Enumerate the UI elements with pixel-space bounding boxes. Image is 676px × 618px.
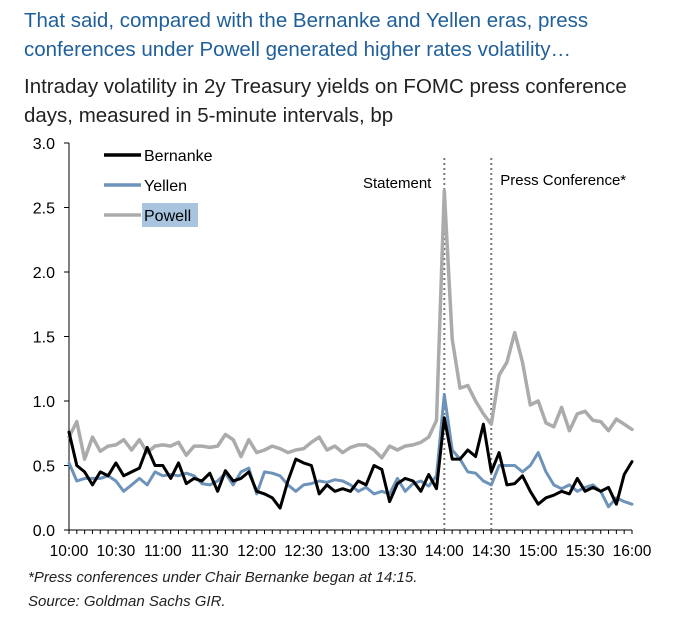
series-line-yellen bbox=[67, 393, 634, 509]
y-tick-label: 3.0 bbox=[33, 136, 55, 153]
series-line-bernanke bbox=[67, 416, 634, 510]
source-note: Source: Goldman Sachs GIR. bbox=[28, 593, 226, 610]
legend-label-yellen: Yellen bbox=[144, 178, 187, 195]
legend-label-powell: Powell bbox=[144, 208, 191, 225]
x-tick-label: 15:30 bbox=[566, 543, 605, 560]
statement-label: Statement bbox=[363, 175, 432, 192]
x-tick-label: 12:30 bbox=[284, 543, 323, 560]
y-tick-label: 0.0 bbox=[33, 523, 55, 540]
footnote: *Press conferences under Chair Bernanke … bbox=[28, 569, 418, 586]
x-tick-label: 14:00 bbox=[425, 543, 464, 560]
x-tick-label: 11:00 bbox=[144, 543, 182, 560]
line-chart: 0.0 0.5 1.0 1.5 2.0 2.5 3.0 10:00 10:30 11:00 11:3… bbox=[33, 136, 652, 560]
x-tick-label: 11:30 bbox=[191, 543, 229, 560]
x-tick-label: 14:30 bbox=[472, 543, 511, 560]
x-tick-label: 16:00 bbox=[613, 543, 652, 560]
chart-title: That said, compared with the Bernanke an… bbox=[24, 9, 589, 61]
series-line-powell bbox=[67, 188, 634, 461]
x-tick-label: 10:00 bbox=[50, 543, 89, 560]
legend-highlight bbox=[142, 203, 198, 227]
y-tick-label: 0.5 bbox=[33, 459, 55, 476]
x-tick-label: 13:00 bbox=[331, 543, 370, 560]
chart-subtitle: Intraday volatility in 2y Treasury yield… bbox=[24, 75, 627, 127]
x-tick-label: 13:30 bbox=[378, 543, 417, 560]
y-tick-label: 1.0 bbox=[33, 394, 55, 411]
y-tick-label: 2.5 bbox=[33, 201, 55, 218]
legend-label-bernanke: Bernanke bbox=[144, 148, 213, 165]
press-conference-label: Press Conference* bbox=[500, 172, 626, 189]
x-tick-label: 12:00 bbox=[237, 543, 276, 560]
y-tick-label: 2.0 bbox=[33, 265, 55, 282]
y-tick-label: 1.5 bbox=[33, 330, 55, 347]
x-tick-label: 15:00 bbox=[519, 543, 558, 560]
x-tick-label: 10:30 bbox=[97, 543, 136, 560]
